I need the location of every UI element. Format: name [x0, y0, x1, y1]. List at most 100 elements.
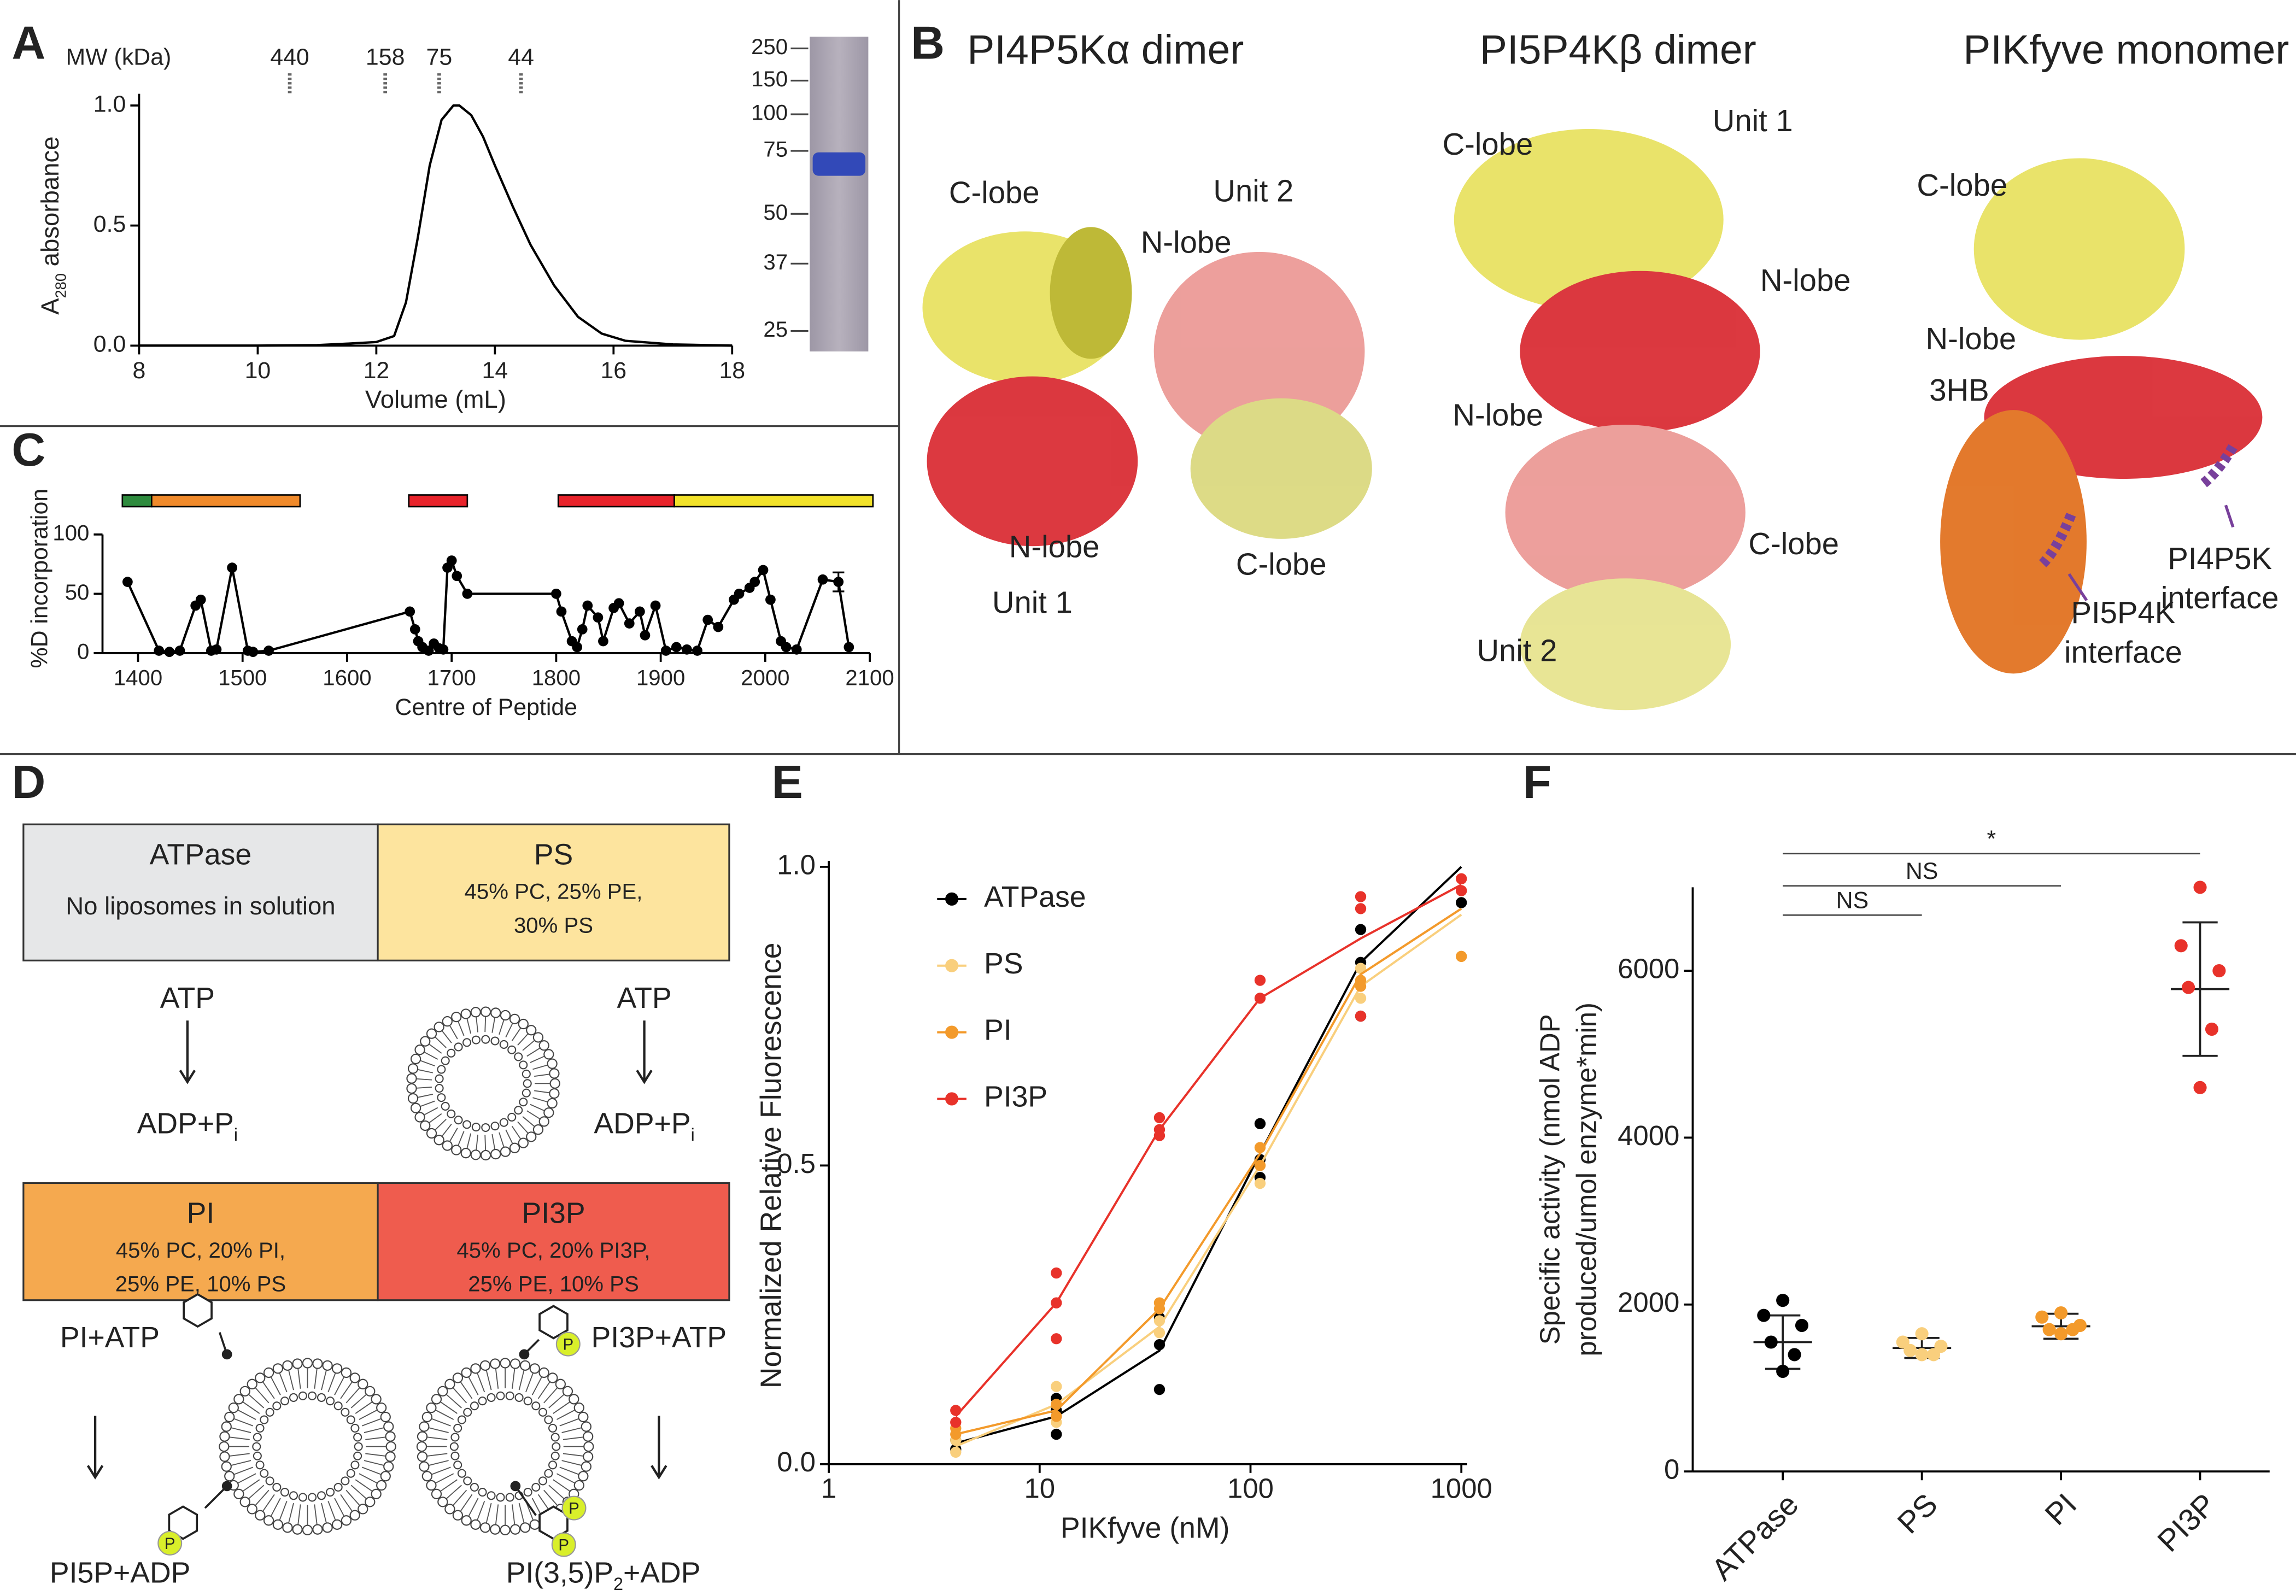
lipid-head [255, 1460, 265, 1470]
point [2182, 981, 2195, 994]
reaction-product: PI5P+ADP [50, 1557, 191, 1589]
lipid-head [219, 1431, 230, 1442]
gel-band [812, 152, 866, 176]
lipid-tail [233, 1418, 254, 1427]
lipid-head [272, 1363, 284, 1374]
x-axis-label: PIKfyve (nM) [1061, 1512, 1230, 1544]
structure-label: N-lobe [1452, 397, 1543, 432]
lipid-tail [327, 1372, 336, 1393]
lipid-head [490, 1148, 501, 1160]
point [713, 621, 724, 632]
lipid-head [518, 1018, 529, 1030]
x-tick-label: 10 [1024, 1472, 1055, 1504]
lipid-head [550, 1433, 560, 1442]
lipid-tail [340, 1494, 353, 1512]
lipid-tail [229, 1453, 250, 1457]
point [1355, 891, 1367, 902]
lipid-head [434, 1135, 444, 1146]
point [1051, 1333, 1062, 1345]
y-tick-label: 1.0 [93, 91, 126, 117]
lipid-head [385, 1451, 396, 1462]
point [438, 644, 449, 655]
lipid-tail [452, 1489, 467, 1506]
lipid-head [573, 1480, 584, 1491]
y-axis-label-part: absorbance [36, 136, 64, 273]
linker [514, 1485, 537, 1516]
lipid-tail [441, 1123, 452, 1137]
lipid-head [420, 1036, 431, 1047]
point [154, 646, 165, 656]
lipid-head [431, 1394, 442, 1405]
phosphate [561, 1495, 587, 1521]
y-axis-label-part: 280 [52, 273, 69, 298]
ladder-label: 250 [751, 34, 788, 59]
lipid-head [496, 1493, 505, 1502]
y-tick-label: 0.5 [777, 1148, 816, 1179]
lipid-tail [248, 1484, 265, 1500]
legend-label: PI3P [984, 1081, 1047, 1113]
lipid-head [221, 1421, 232, 1432]
lipid-head [350, 1423, 360, 1433]
point [2066, 1323, 2080, 1336]
point [1153, 1383, 1165, 1395]
structure-title: PI5P4Kβ dimer [1480, 26, 1756, 72]
lipid-head [353, 1451, 362, 1460]
domain-bar [408, 494, 468, 508]
lipid-tail [340, 1381, 353, 1399]
condition-title: PI [187, 1198, 215, 1230]
lipid-head [500, 1358, 511, 1369]
point [1254, 993, 1266, 1004]
point [640, 630, 651, 641]
arrow [636, 1020, 653, 1084]
structure-label: interface [2064, 635, 2182, 669]
lipid-head [569, 1394, 579, 1405]
structure-domain [1050, 227, 1132, 359]
lipid-head [308, 1493, 317, 1502]
condition-box [377, 1182, 730, 1301]
point [950, 1417, 962, 1428]
lipid-head [385, 1431, 396, 1442]
panel-letter: D [11, 756, 45, 808]
lipid-head [500, 1524, 511, 1535]
lipid-head [371, 1488, 382, 1499]
significance-label: NS [1906, 858, 1938, 884]
lipid-tail [517, 1033, 529, 1046]
structure-domain [1505, 424, 1746, 601]
reaction-product-part: i [691, 1125, 695, 1145]
lipid-tail [237, 1473, 256, 1484]
x-axis-label: Volume (mL) [365, 385, 506, 413]
lipid-head [532, 1032, 544, 1043]
lipid-tail [237, 1409, 256, 1420]
lipid-head [520, 1522, 531, 1533]
x-tick-label: 1 [821, 1472, 836, 1504]
structure-label: PI4P5K [2168, 541, 2272, 576]
lipid-head [406, 1073, 417, 1084]
lipid-head [514, 1393, 524, 1402]
lipid-tail [561, 1427, 582, 1434]
lipid-head [376, 1480, 387, 1491]
point [551, 588, 561, 599]
lipid-head [538, 1040, 549, 1051]
reaction-product-part: ADP+P [594, 1107, 690, 1140]
lipid-head [419, 1421, 430, 1432]
structure-domain [1454, 128, 1724, 311]
lipid-head [500, 1146, 511, 1157]
lipid-tail [495, 1368, 499, 1389]
lipid-head [450, 1451, 460, 1460]
point [1757, 1309, 1771, 1322]
legend-label: ATPase [984, 881, 1086, 913]
lipid-head [547, 1058, 558, 1069]
lipid-head [581, 1421, 591, 1432]
lipid-tail [441, 1030, 452, 1043]
lipid-head [333, 1482, 343, 1492]
point [791, 644, 802, 655]
x-tick-label: 1400 [114, 666, 162, 690]
lipid-tail [440, 1479, 458, 1492]
lipid-head [529, 1363, 540, 1374]
lipid-head [385, 1441, 396, 1452]
lipid-head [461, 1367, 472, 1378]
reaction-product-part: PI5P+ADP [50, 1557, 191, 1589]
lipid-head [437, 1093, 446, 1102]
lipid-head [228, 1403, 239, 1413]
